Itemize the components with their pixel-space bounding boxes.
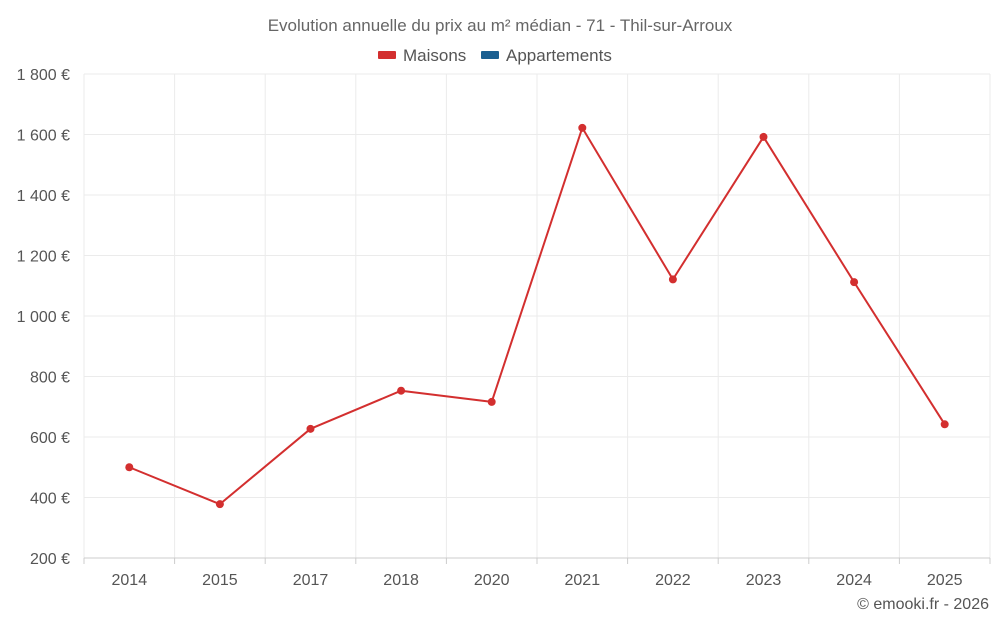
y-axis-tick-labels: 200 € 400 € 600 € 800 € 1 000 € 1 200 € 1 400 … bbox=[17, 67, 70, 568]
data-point[interactable] bbox=[940, 420, 949, 429]
y-tick-label: 1 800 € bbox=[17, 67, 70, 84]
y-tick-label: 200 € bbox=[30, 551, 70, 568]
series-layer bbox=[125, 123, 949, 509]
x-tick-label: 2020 bbox=[474, 572, 510, 589]
y-tick-label: 600 € bbox=[30, 430, 70, 447]
x-gridlines bbox=[83, 74, 991, 558]
data-point[interactable] bbox=[215, 500, 224, 509]
legend-swatch-maisons bbox=[378, 51, 396, 59]
data-point[interactable] bbox=[578, 123, 587, 132]
y-tick-label: 1 600 € bbox=[17, 128, 70, 145]
data-point[interactable] bbox=[125, 463, 134, 472]
chart-credit: © emooki.fr - 2026 bbox=[857, 596, 989, 613]
legend-label-maisons: Maisons bbox=[403, 46, 466, 65]
x-tick-label: 2015 bbox=[202, 572, 238, 589]
x-tick-label: 2021 bbox=[565, 572, 601, 589]
chart-title: Evolution annuelle du prix au m² médian … bbox=[268, 16, 733, 35]
data-point[interactable] bbox=[759, 132, 768, 141]
data-point[interactable] bbox=[668, 275, 677, 284]
y-tick-label: 1 000 € bbox=[17, 309, 70, 326]
legend-swatch-appartements bbox=[481, 51, 499, 59]
data-point[interactable] bbox=[306, 424, 315, 433]
x-axis-tick-labels: 2014 2015 2017 2018 2020 2021 2022 2023 2024 2025 bbox=[112, 572, 963, 589]
x-tick-label: 2014 bbox=[112, 572, 148, 589]
y-tick-label: 400 € bbox=[30, 491, 70, 508]
x-tick-label: 2017 bbox=[293, 572, 329, 589]
legend: Maisons Appartements bbox=[378, 46, 612, 65]
data-point[interactable] bbox=[487, 397, 496, 406]
x-tick-label: 2018 bbox=[383, 572, 419, 589]
legend-item-appartements[interactable]: Appartements bbox=[481, 46, 612, 65]
y-tick-label: 1 200 € bbox=[17, 249, 70, 266]
x-tick-label: 2025 bbox=[927, 572, 963, 589]
data-point[interactable] bbox=[850, 278, 859, 287]
x-tick-label: 2024 bbox=[836, 572, 872, 589]
y-tick-label: 1 400 € bbox=[17, 188, 70, 205]
axes bbox=[83, 557, 991, 564]
legend-item-maisons[interactable]: Maisons bbox=[378, 46, 466, 65]
x-tick-label: 2022 bbox=[655, 572, 691, 589]
x-tick-label: 2023 bbox=[746, 572, 782, 589]
y-tick-label: 800 € bbox=[30, 370, 70, 387]
series-line-maisons bbox=[128, 126, 946, 506]
legend-label-appartements: Appartements bbox=[506, 46, 612, 65]
data-point[interactable] bbox=[397, 386, 406, 395]
